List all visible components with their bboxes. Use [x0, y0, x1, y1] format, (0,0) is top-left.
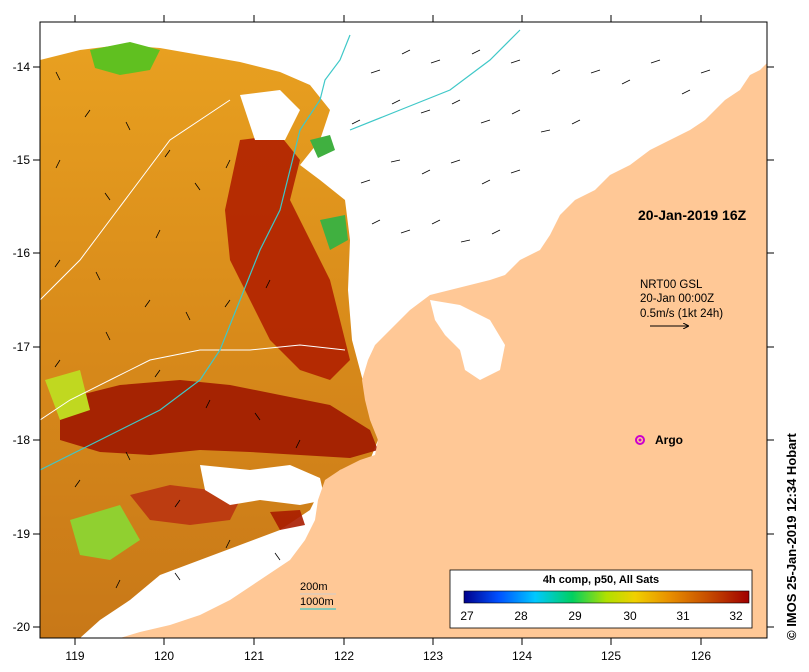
- current-time: 20-Jan 00:00Z: [640, 293, 714, 305]
- colorbar-tick: 32: [729, 609, 743, 623]
- cloud-gap: [200, 465, 325, 505]
- isobath-1000m: [40, 29, 521, 471]
- lon-label: 126: [691, 649, 711, 663]
- lat-label: -16: [13, 246, 31, 260]
- lon-label: 122: [334, 649, 354, 663]
- sst-hot-zone: [225, 135, 350, 380]
- cloud-gap: [240, 90, 300, 140]
- lon-label: 124: [512, 649, 532, 663]
- lon-label: 120: [154, 649, 174, 663]
- colorbar-scale: [463, 590, 750, 604]
- colorbar: 4h comp, p50, All Sats 27 28 29 30 31 32: [449, 569, 753, 629]
- current-legend: NRT00 GSL 20-Jan 00:00Z 0.5m/s (1kt 24h): [640, 279, 723, 326]
- colorbar-tick: 28: [514, 609, 528, 623]
- isobath-200m: [40, 99, 346, 421]
- map-title: 20-Jan-2019 16Z: [638, 207, 747, 223]
- lon-axis: 119 120 121 122 123 124 125 126: [65, 15, 711, 663]
- sst-cool-patch: [70, 505, 140, 560]
- isobath-legend: 200m 1000m: [300, 581, 336, 610]
- isobath-200m-label: 200m: [300, 581, 328, 593]
- sst-cool-patch: [90, 42, 160, 75]
- lat-axis: -14 -15 -16 -17 -18 -19 -20: [13, 60, 774, 634]
- land-australia: [120, 60, 767, 638]
- lat-label: -19: [13, 527, 31, 541]
- lat-label: -15: [13, 153, 31, 167]
- colorbar-tick: 31: [676, 609, 690, 623]
- colorbar-title: 4h comp, p50, All Sats: [543, 574, 659, 586]
- sst-hot-zone: [60, 380, 378, 458]
- lat-label: -18: [13, 433, 31, 447]
- sst-cool-patch: [45, 370, 90, 420]
- sst-hot-zone: [130, 485, 240, 525]
- colorbar-tick: 30: [623, 609, 637, 623]
- lat-label: -17: [13, 340, 31, 354]
- argo-marker[interactable]: [635, 435, 645, 445]
- current-source: NRT00 GSL: [640, 279, 703, 291]
- sst-cool-patch: [310, 135, 335, 158]
- lon-label: 119: [65, 649, 84, 663]
- colorbar-tick: 29: [568, 609, 582, 623]
- colorbar-tick: 27: [460, 609, 474, 623]
- isobath-1000m-label: 1000m: [300, 596, 334, 608]
- lon-label: 121: [244, 649, 264, 663]
- lat-label: -14: [13, 60, 31, 74]
- argo-label: Argo: [655, 433, 683, 447]
- plot-frame: [39, 21, 768, 639]
- sst-hot-zone: [270, 510, 305, 530]
- king-sound: [430, 300, 505, 380]
- lat-label: -20: [13, 620, 31, 634]
- credit-text: © IMOS 25-Jan-2019 12:34 Hobart: [784, 433, 799, 640]
- current-scale: 0.5m/s (1kt 24h): [640, 308, 723, 320]
- lon-label: 123: [423, 649, 443, 663]
- current-vectors: [54, 49, 711, 589]
- lon-label: 125: [601, 649, 621, 663]
- sst-cool-patch: [320, 215, 348, 250]
